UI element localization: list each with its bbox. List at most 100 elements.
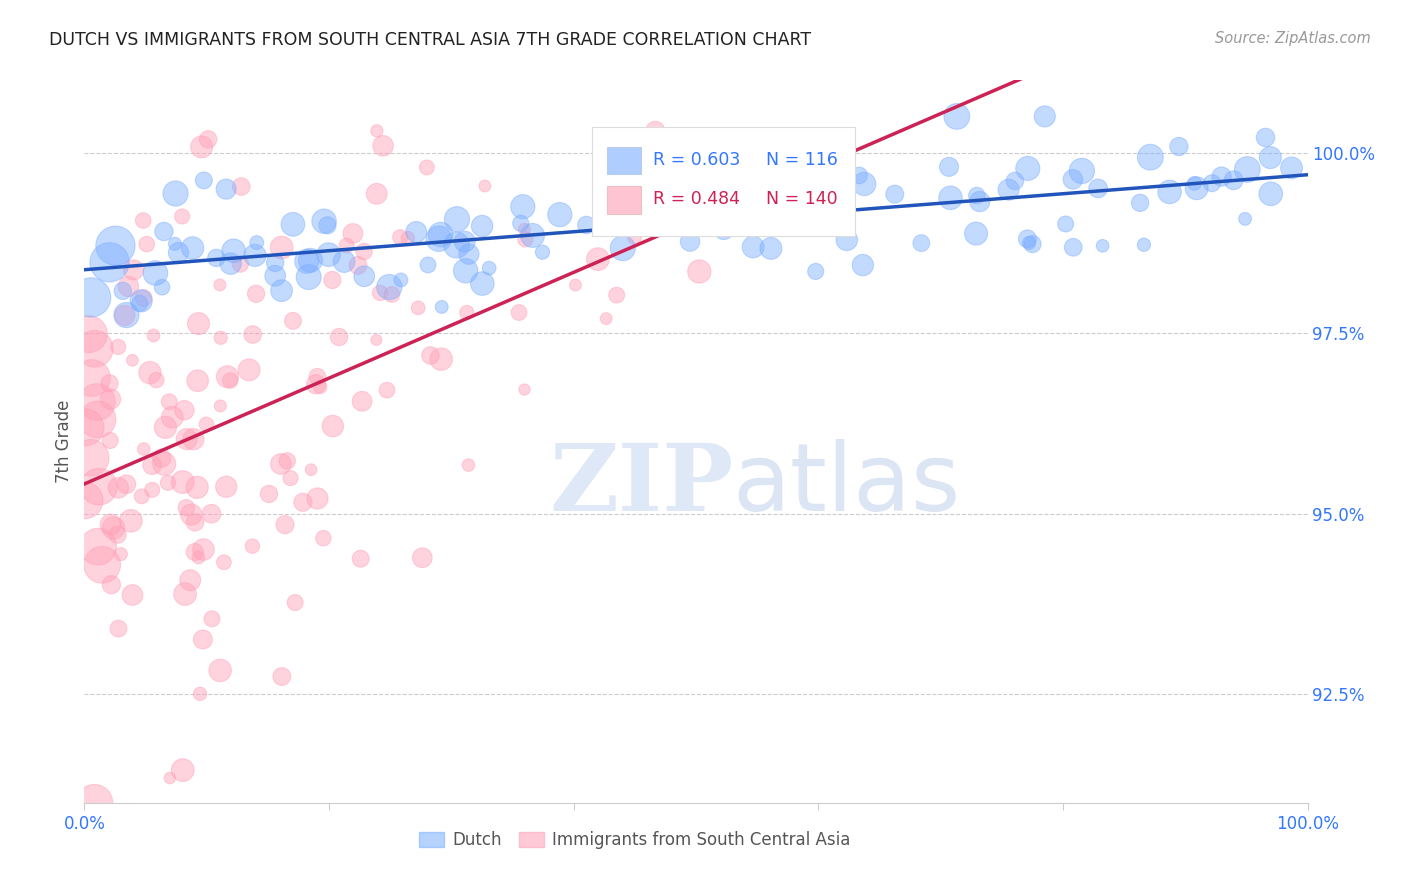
Point	[396, 231, 419, 245]
Point	[120, 514, 142, 528]
Point	[1260, 151, 1282, 165]
Point	[966, 188, 988, 202]
Point	[1184, 177, 1206, 191]
Point	[309, 380, 332, 394]
Point	[688, 264, 710, 278]
Point	[98, 434, 121, 448]
Point	[153, 225, 176, 239]
Point	[209, 664, 232, 678]
Point	[80, 290, 103, 304]
Point	[132, 442, 155, 456]
Point	[1091, 239, 1114, 253]
Point	[575, 218, 598, 232]
Bar	[606, 147, 641, 174]
Point	[321, 273, 343, 287]
Point	[1033, 109, 1056, 123]
Point	[246, 235, 269, 250]
Point	[121, 588, 143, 602]
Point	[430, 300, 453, 314]
Point	[751, 210, 773, 224]
Point	[284, 595, 307, 609]
Point	[307, 491, 329, 506]
Point	[209, 331, 232, 345]
Legend: Dutch, Immigrants from South Central Asia: Dutch, Immigrants from South Central Asi…	[412, 824, 858, 856]
Point	[298, 270, 321, 285]
Point	[416, 161, 439, 175]
Y-axis label: 7th Grade: 7th Grade	[55, 400, 73, 483]
Point	[314, 214, 336, 228]
Point	[153, 457, 176, 471]
Point	[679, 235, 702, 249]
Point	[145, 266, 167, 280]
Point	[835, 233, 858, 247]
Point	[969, 194, 991, 209]
Point	[1185, 181, 1208, 195]
Point	[186, 480, 208, 494]
Point	[179, 573, 201, 587]
Point	[307, 369, 329, 384]
Point	[808, 198, 831, 212]
Point	[104, 238, 127, 252]
Point	[176, 500, 198, 515]
Point	[115, 308, 138, 322]
Point	[512, 200, 534, 214]
Point	[299, 253, 322, 268]
Point	[229, 257, 252, 271]
Point	[389, 230, 412, 244]
Point	[430, 352, 453, 367]
Text: R = 0.484: R = 0.484	[654, 191, 740, 209]
Point	[454, 264, 477, 278]
Point	[586, 252, 609, 267]
Point	[312, 531, 335, 545]
Point	[1254, 130, 1277, 145]
Point	[174, 587, 197, 601]
Point	[513, 222, 536, 236]
Point	[187, 374, 209, 388]
Point	[128, 296, 150, 310]
Point	[217, 369, 239, 384]
Point	[456, 305, 478, 319]
Point	[1211, 169, 1233, 184]
Point	[997, 183, 1019, 197]
Point	[75, 420, 97, 434]
Point	[631, 218, 654, 232]
Point	[457, 247, 479, 261]
Point	[176, 432, 198, 446]
Point	[1236, 162, 1258, 177]
Point	[531, 245, 554, 260]
Point	[366, 186, 388, 201]
Point	[522, 228, 544, 243]
Point	[644, 124, 666, 138]
Point	[98, 376, 121, 391]
Point	[188, 687, 211, 701]
Point	[389, 273, 412, 287]
Point	[139, 366, 162, 380]
Point	[381, 287, 404, 301]
Point	[270, 457, 292, 471]
Point	[193, 542, 215, 557]
Point	[114, 308, 136, 322]
Point	[132, 213, 155, 227]
Point	[200, 507, 222, 521]
Point	[167, 245, 190, 260]
Text: N = 116: N = 116	[766, 151, 838, 169]
Point	[1129, 195, 1152, 210]
Point	[215, 480, 238, 494]
Point	[117, 279, 139, 293]
Point	[737, 205, 759, 219]
Point	[172, 210, 194, 224]
Point	[1201, 176, 1223, 190]
Point	[150, 451, 173, 466]
Point	[353, 244, 375, 259]
Point	[446, 212, 468, 227]
Point	[595, 311, 617, 326]
Point	[172, 475, 194, 489]
Point	[195, 417, 218, 432]
Point	[87, 540, 110, 554]
Point	[548, 208, 571, 222]
Point	[183, 432, 205, 446]
Point	[471, 277, 494, 291]
Point	[184, 545, 207, 559]
Point	[121, 353, 143, 368]
Point	[77, 327, 100, 342]
